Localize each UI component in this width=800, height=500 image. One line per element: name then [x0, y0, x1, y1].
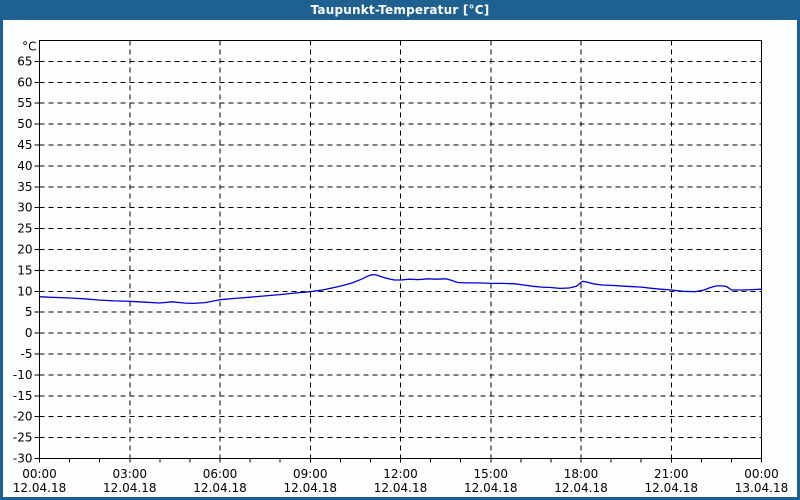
y-tick-label: 5	[25, 305, 33, 319]
x-tick-date-label: 13.04.18	[735, 481, 788, 495]
chart-panel: -30 -25 -20 -15 -10 -5 0 5 10 15 20 25 30 35 40 45 50 55 6…	[3, 20, 797, 497]
y-tick-label: 15	[17, 263, 32, 277]
y-tick-label: 20	[17, 243, 32, 257]
y-tick-label: -15	[13, 389, 33, 403]
y-tick-label: 65	[17, 54, 32, 68]
gridlines	[39, 40, 762, 459]
x-axis-labels: 00:0012.04.1803:0012.04.1806:0012.04.180…	[13, 467, 788, 495]
y-tick-label: 25	[17, 222, 32, 236]
x-tick-date-label: 12.04.18	[284, 481, 337, 495]
dewpoint-temperature-chart: -30 -25 -20 -15 -10 -5 0 5 10 15 20 25 30 35 40 45 50 55 6…	[13, 39, 788, 495]
axes	[34, 40, 762, 463]
x-tick-date-label: 12.04.18	[103, 481, 156, 495]
y-tick-label: -20	[13, 410, 33, 424]
x-tick-time-label: 00:00	[22, 467, 57, 481]
x-tick-date-label: 12.04.18	[193, 481, 246, 495]
x-tick-time-label: 06:00	[203, 467, 238, 481]
y-tick-label: 55	[17, 96, 32, 110]
y-tick-label: 60	[17, 75, 32, 89]
x-tick-date-label: 12.04.18	[554, 481, 607, 495]
y-tick-label: -30	[13, 452, 33, 466]
x-tick-time-label: 09:00	[293, 467, 328, 481]
x-tick-date-label: 12.04.18	[645, 481, 698, 495]
x-tick-time-label: 00:00	[744, 467, 779, 481]
y-axis-unit-label: °C	[22, 39, 36, 53]
y-axis-labels: -30 -25 -20 -15 -10 -5 0 5 10 15 20 25 30 35 40 45 50 55 6…	[13, 39, 37, 465]
x-tick-time-label: 15:00	[473, 467, 508, 481]
x-tick-time-label: 03:00	[112, 467, 147, 481]
x-tick-time-label: 18:00	[564, 467, 599, 481]
temperature-line	[38, 273, 763, 305]
y-tick-label: -5	[21, 347, 33, 361]
y-tick-label: 35	[17, 180, 32, 194]
window-titlebar: Taupunkt-Temperatur [°C]	[0, 0, 800, 20]
y-tick-label: 0	[25, 326, 33, 340]
y-tick-label: -10	[13, 368, 33, 382]
y-tick-label: 40	[17, 159, 32, 173]
y-tick-label: 45	[17, 138, 32, 152]
series	[38, 273, 763, 305]
x-tick-date-label: 12.04.18	[13, 481, 66, 495]
y-tick-label: 30	[17, 201, 32, 215]
x-tick-time-label: 21:00	[654, 467, 689, 481]
window-title: Taupunkt-Temperatur [°C]	[310, 3, 490, 17]
y-tick-label: -25	[13, 431, 33, 445]
y-tick-label: 10	[17, 284, 32, 298]
x-tick-time-label: 12:00	[383, 467, 418, 481]
y-tick-label: 50	[17, 117, 32, 131]
x-tick-date-label: 12.04.18	[464, 481, 517, 495]
x-tick-date-label: 12.04.18	[374, 481, 427, 495]
